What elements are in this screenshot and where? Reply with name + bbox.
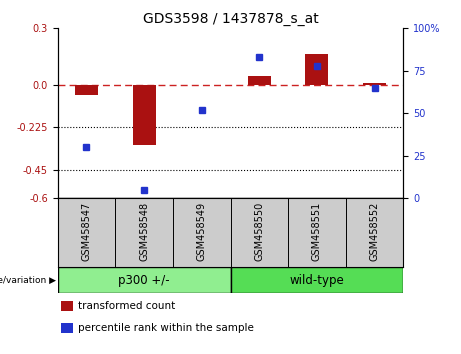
Bar [363, 84, 386, 85]
Bar [61, 301, 73, 311]
Text: p300 +/-: p300 +/- [118, 274, 170, 286]
Bar [75, 85, 98, 95]
Bar [61, 323, 73, 333]
Text: GSM458548: GSM458548 [139, 202, 149, 261]
Bar [305, 54, 328, 85]
Text: GSM458547: GSM458547 [82, 202, 91, 261]
Text: percentile rank within the sample: percentile rank within the sample [78, 323, 254, 333]
Bar [248, 75, 271, 85]
Text: GSM458552: GSM458552 [370, 202, 379, 261]
Text: genotype/variation ▶: genotype/variation ▶ [0, 275, 56, 285]
Text: GSM458550: GSM458550 [254, 202, 264, 261]
Bar [230, 267, 403, 293]
Text: transformed count: transformed count [78, 301, 176, 311]
Text: wild-type: wild-type [290, 274, 344, 286]
Bar [133, 85, 156, 145]
Text: GSM458549: GSM458549 [197, 202, 207, 261]
Title: GDS3598 / 1437878_s_at: GDS3598 / 1437878_s_at [142, 12, 319, 26]
Bar [58, 267, 230, 293]
Text: GSM458551: GSM458551 [312, 202, 322, 261]
